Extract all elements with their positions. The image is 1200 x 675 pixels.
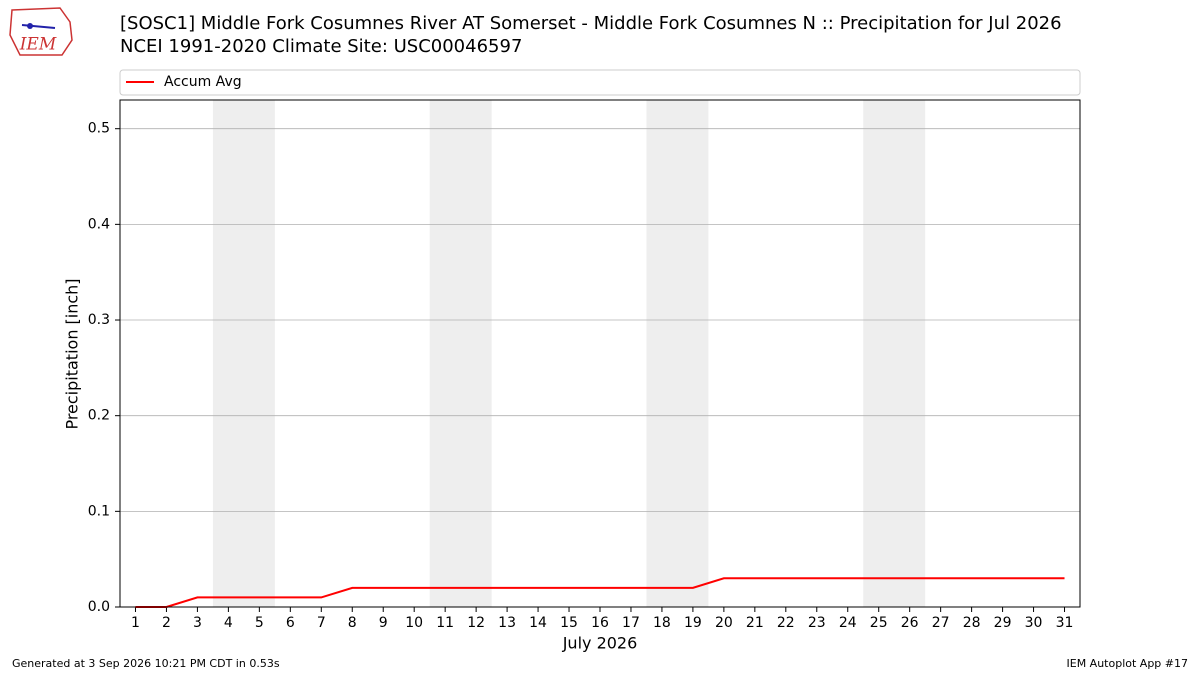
weekend-band [863, 100, 926, 607]
weekend-band [212, 100, 275, 607]
x-tick-label: 5 [255, 615, 264, 631]
x-tick-label: 11 [436, 615, 454, 631]
footer-right: IEM Autoplot App #17 [1067, 657, 1189, 670]
legend-box [119, 69, 1081, 96]
x-tick-label: 17 [622, 615, 640, 631]
footer-left: Generated at 3 Sep 2026 10:21 PM CDT in … [12, 657, 280, 670]
chart-title: [SOSC1] Middle Fork Cosumnes River AT So… [120, 13, 1062, 34]
x-tick-label: 13 [498, 615, 516, 631]
x-tick-label: 16 [591, 615, 609, 631]
y-tick-label: 0.2 [88, 408, 110, 424]
x-tick-label: 28 [963, 615, 981, 631]
y-axis-label: Precipitation [inch] [63, 278, 82, 429]
x-tick-label: 26 [901, 615, 919, 631]
x-tick-label: 31 [1056, 615, 1074, 631]
x-tick-label: 18 [653, 615, 671, 631]
y-tick-label: 0.3 [88, 312, 110, 328]
x-tick-label: 20 [715, 615, 733, 631]
x-tick-label: 30 [1025, 615, 1043, 631]
x-tick-label: 14 [529, 615, 547, 631]
weekend-band [646, 100, 709, 607]
chart-subtitle: NCEI 1991-2020 Climate Site: USC00046597 [120, 36, 522, 57]
x-tick-label: 6 [286, 615, 295, 631]
x-tick-label: 1 [131, 615, 140, 631]
x-tick-label: 23 [808, 615, 826, 631]
y-tick-label: 0.4 [88, 216, 110, 232]
x-tick-label: 4 [224, 615, 233, 631]
y-tick-label: 0.0 [88, 599, 110, 615]
x-tick-label: 24 [839, 615, 857, 631]
plot-frame [119, 99, 1081, 608]
x-tick-label: 21 [746, 615, 764, 631]
x-axis-label: July 2026 [562, 634, 638, 653]
x-tick-label: 12 [467, 615, 485, 631]
logo: IEM [9, 7, 73, 56]
x-tick-label: 29 [994, 615, 1012, 631]
x-tick-label: 9 [379, 615, 388, 631]
x-tick-label: 8 [348, 615, 357, 631]
logo-text: IEM [19, 35, 57, 55]
x-tick-label: 27 [932, 615, 950, 631]
x-tick-label: 25 [870, 615, 888, 631]
x-tick-label: 10 [405, 615, 423, 631]
x-tick-label: 7 [317, 615, 326, 631]
x-tick-label: 3 [193, 615, 202, 631]
x-tick-label: 2 [162, 615, 171, 631]
series-line [135, 577, 1065, 608]
weekend-band [429, 100, 492, 607]
x-tick-label: 15 [560, 615, 578, 631]
y-tick-label: 0.5 [88, 121, 110, 137]
y-tick-label: 0.1 [88, 503, 110, 519]
x-tick-label: 19 [684, 615, 702, 631]
legend-label: Accum Avg [164, 74, 242, 90]
x-tick-label: 22 [777, 615, 795, 631]
